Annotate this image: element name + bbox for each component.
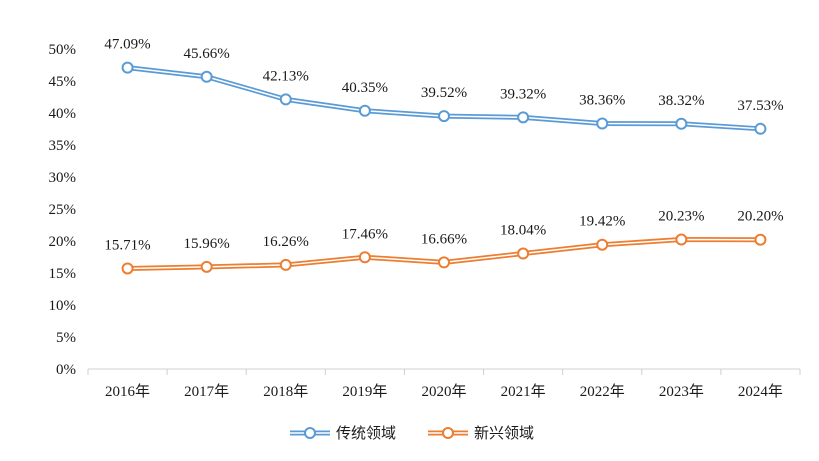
data-label: 38.36%: [579, 92, 625, 108]
y-tick-label: 5%: [56, 330, 76, 346]
data-label: 47.09%: [104, 37, 150, 53]
y-tick-label: 10%: [49, 298, 77, 314]
data-label: 17.46%: [342, 226, 388, 242]
legend-marker: [442, 427, 454, 439]
data-point[interactable]: [675, 117, 688, 130]
y-tick-label: 15%: [49, 266, 77, 282]
data-point[interactable]: [358, 251, 371, 264]
y-tick-label: 30%: [49, 170, 77, 186]
data-label: 45.66%: [184, 46, 230, 62]
data-point[interactable]: [279, 93, 292, 106]
x-tick-label: 2022年: [580, 383, 625, 400]
x-tick-label: 2020年: [421, 383, 466, 400]
data-point[interactable]: [358, 104, 371, 117]
legend-label: 新兴领域: [474, 424, 534, 442]
y-tick-label: 0%: [56, 362, 76, 378]
data-point[interactable]: [754, 233, 767, 246]
data-label: 16.66%: [421, 231, 467, 247]
data-label: 20.23%: [658, 209, 704, 225]
data-label: 19.42%: [579, 214, 625, 230]
y-tick-label: 45%: [49, 74, 77, 90]
x-tick-label: 2018年: [263, 383, 308, 400]
data-label: 38.32%: [658, 93, 704, 109]
data-label: 16.26%: [263, 234, 309, 250]
data-point[interactable]: [675, 233, 688, 246]
data-point[interactable]: [438, 256, 450, 269]
x-tick-label: 2019年: [342, 383, 387, 400]
data-point[interactable]: [200, 70, 213, 83]
data-point[interactable]: [754, 122, 767, 135]
legend-label: 传统领域: [336, 424, 396, 442]
x-tick-label: 2016年: [105, 383, 150, 400]
data-point[interactable]: [596, 117, 609, 130]
data-point[interactable]: [596, 238, 609, 251]
data-labels: 47.09% 45.66% 42.13% 40.35% 39.52% 39.32% 38.3…: [104, 37, 783, 254]
legend-item-0[interactable]: 传统领域: [290, 424, 396, 442]
data-label: 39.32%: [500, 86, 546, 102]
data-point[interactable]: [121, 262, 134, 275]
data-point[interactable]: [517, 247, 530, 260]
y-tick-label: 25%: [49, 202, 77, 218]
x-tick-label: 2021年: [501, 383, 546, 400]
x-tick-label: 2024年: [738, 383, 783, 400]
data-point[interactable]: [200, 260, 213, 273]
y-tick-label: 35%: [49, 138, 77, 154]
series-layer: [121, 61, 767, 275]
legend[interactable]: 传统领域 新兴领域: [290, 424, 534, 442]
data-point[interactable]: [279, 258, 292, 271]
x-tick-label: 2017年: [184, 383, 229, 400]
data-label: 18.04%: [500, 223, 546, 239]
axes: 0% 5% 10% 15% 20% 25% 30% 35% 40% 45% 50% 2016年 2017…: [49, 42, 801, 400]
data-label: 20.20%: [737, 209, 783, 225]
data-label: 15.96%: [184, 236, 230, 252]
y-tick-label: 40%: [49, 106, 77, 122]
data-label: 37.53%: [737, 98, 783, 114]
y-tick-label: 50%: [49, 42, 77, 58]
data-label: 40.35%: [342, 80, 388, 96]
y-tick-label: 20%: [49, 234, 77, 250]
legend-item-1[interactable]: 新兴领域: [428, 424, 534, 442]
data-point[interactable]: [517, 111, 530, 124]
data-label: 15.71%: [104, 237, 150, 253]
x-tick-label: 2023年: [659, 383, 704, 400]
data-point[interactable]: [121, 61, 134, 74]
data-label: 42.13%: [263, 68, 309, 84]
data-label: 39.52%: [421, 85, 467, 101]
data-point[interactable]: [438, 110, 450, 123]
legend-marker: [304, 427, 316, 439]
